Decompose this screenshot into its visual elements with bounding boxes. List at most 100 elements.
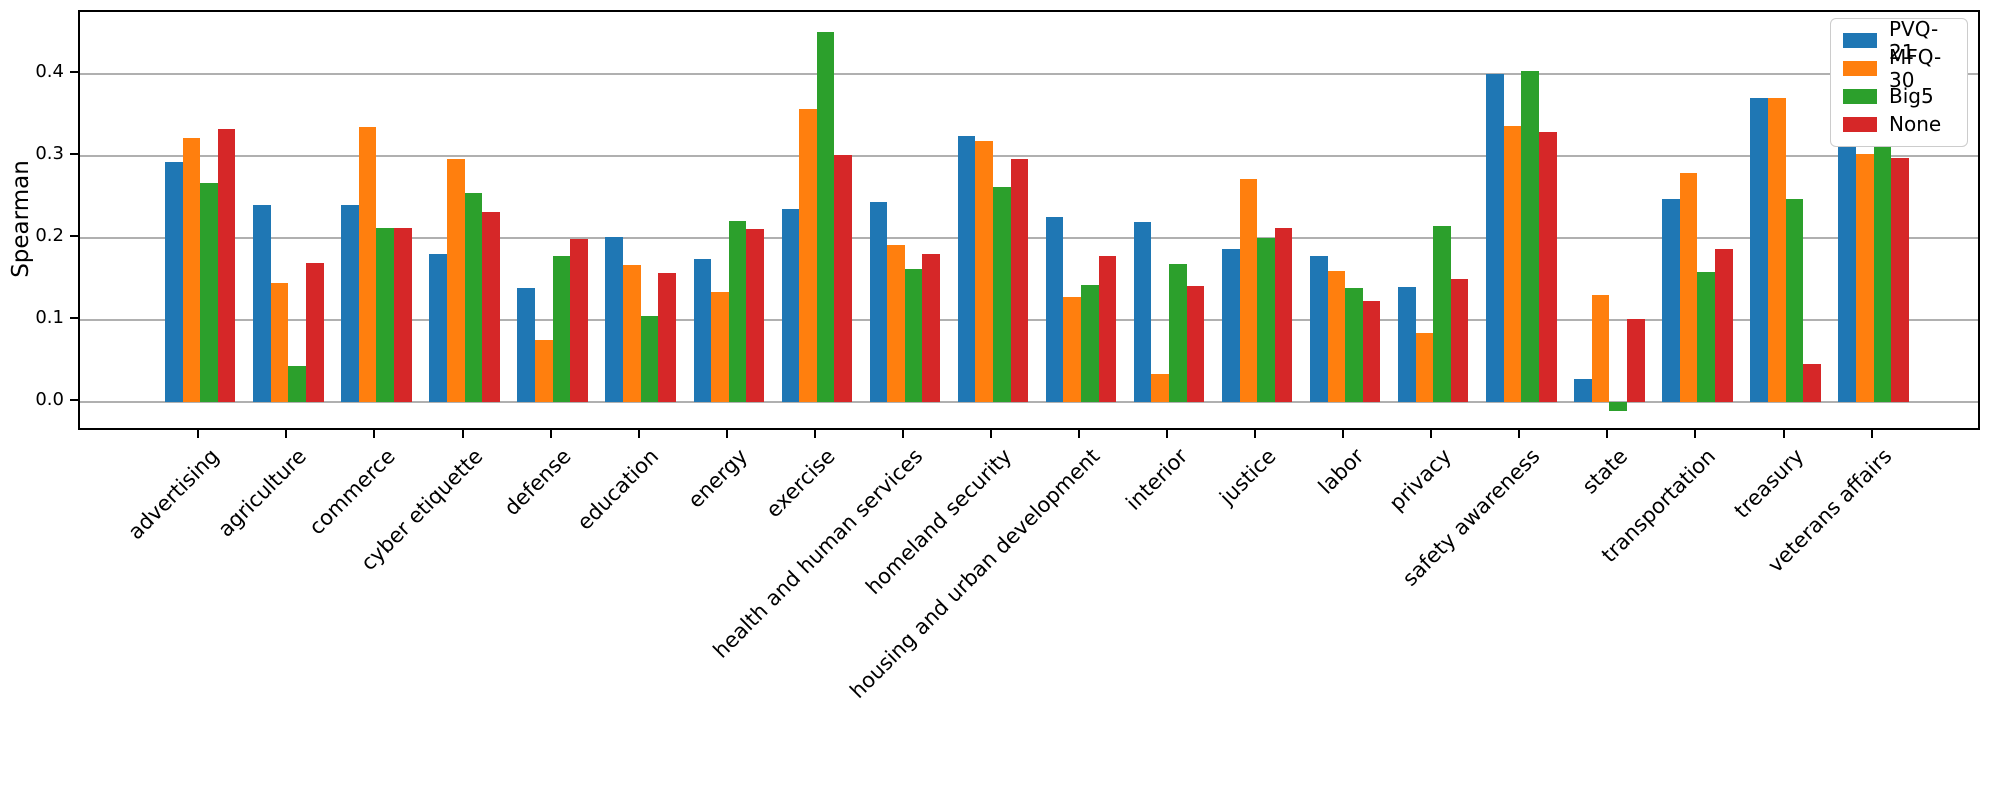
bar-mfq-30-state xyxy=(1591,294,1610,403)
gridline-y-0.0 xyxy=(80,401,1978,404)
bar-big5-transportation xyxy=(1697,271,1716,403)
legend-item-none: None xyxy=(1843,113,1955,136)
x-tick-mark xyxy=(549,430,552,438)
gridline-y-0.1 xyxy=(80,319,1978,322)
bar-none-commerce xyxy=(394,227,412,403)
bar-mfq-30-veterans-affairs xyxy=(1856,153,1874,403)
bar-none-labor xyxy=(1362,300,1381,403)
y-tick-mark xyxy=(70,153,78,156)
y-tick-mark xyxy=(70,71,78,74)
x-tick-mark xyxy=(197,430,200,438)
x-tick-mark xyxy=(1166,430,1169,438)
bar-mfq-30-health-and-human-services xyxy=(887,244,905,403)
x-tick-mark xyxy=(1782,430,1785,438)
x-tick-mark xyxy=(1694,430,1697,438)
bar-none-agriculture xyxy=(305,262,324,403)
x-tick-mark xyxy=(1870,430,1873,438)
legend-label-pvq-21: PVQ-21 xyxy=(1889,16,1939,64)
x-tick-mark xyxy=(1518,430,1521,438)
bar-pvq-21-state xyxy=(1574,378,1592,403)
x-tick-label-justice: justice xyxy=(1214,444,1281,510)
x-tick-label-state: state xyxy=(1577,444,1633,499)
bar-big5-treasury xyxy=(1785,198,1804,403)
y-tick-mark xyxy=(70,235,78,238)
x-tick-mark xyxy=(461,430,464,438)
bar-mfq-30-commerce xyxy=(358,126,377,403)
bar-mfq-30-defense xyxy=(534,340,553,403)
bar-big5-advertising xyxy=(200,183,218,403)
bar-none-defense xyxy=(570,239,588,403)
bar-big5-safety-awareness xyxy=(1521,70,1539,403)
y-tick-label: 0.3 xyxy=(35,143,64,165)
x-tick-mark xyxy=(1254,430,1257,438)
bar-pvq-21-housing-and-urban-development xyxy=(1045,216,1064,403)
x-tick-label-advertising: advertising xyxy=(123,444,224,545)
bar-big5-interior xyxy=(1169,263,1187,403)
bar-none-transportation xyxy=(1715,248,1733,403)
legend-swatch-pvq-21 xyxy=(1843,33,1877,48)
bar-pvq-21-cyber-etiquette xyxy=(429,253,447,403)
y-tick-mark xyxy=(70,317,78,320)
y-tick-label: 0.4 xyxy=(35,61,64,83)
legend-label-none: None xyxy=(1889,112,1942,136)
bar-mfq-30-homeland-security xyxy=(975,141,993,403)
legend: PVQ-21 MFQ-30 Big5 None xyxy=(1830,16,1968,147)
bar-pvq-21-justice xyxy=(1221,248,1240,403)
bar-pvq-21-veterans-affairs xyxy=(1838,119,1857,403)
bar-pvq-21-agriculture xyxy=(253,204,271,403)
x-tick-label-treasury: treasury xyxy=(1729,444,1809,523)
bar-pvq-21-education xyxy=(605,237,624,403)
bar-none-homeland-security xyxy=(1010,158,1029,403)
gridline-y-0.4 xyxy=(80,73,1978,76)
x-tick-mark xyxy=(373,430,376,438)
x-tick-mark xyxy=(1606,430,1609,438)
bar-pvq-21-defense xyxy=(517,287,535,403)
x-tick-label-labor: labor xyxy=(1313,444,1369,499)
bar-none-housing-and-urban-development xyxy=(1098,256,1117,403)
y-tick-label: 0.2 xyxy=(35,225,64,247)
legend-label-mfq-30: MFQ-30 xyxy=(1889,44,1942,92)
x-tick-mark xyxy=(725,430,728,438)
x-tick-mark xyxy=(1430,430,1433,438)
x-tick-mark xyxy=(901,430,904,438)
legend-item-mfq-30: MFQ-30 xyxy=(1843,45,1955,91)
legend-label-big5: Big5 xyxy=(1889,84,1934,108)
bar-none-safety-awareness xyxy=(1538,131,1557,403)
bar-none-interior xyxy=(1186,285,1205,403)
bar-mfq-30-safety-awareness xyxy=(1503,125,1522,403)
bar-none-advertising xyxy=(217,129,236,403)
gridline-y-0.3 xyxy=(80,155,1978,158)
bar-pvq-21-treasury xyxy=(1750,97,1768,403)
bar-pvq-21-health-and-human-services xyxy=(869,202,888,403)
x-tick-mark xyxy=(285,430,288,438)
bar-big5-veterans-affairs xyxy=(1873,137,1892,403)
bar-none-cyber-etiquette xyxy=(482,212,500,403)
y-tick-mark xyxy=(70,399,78,402)
x-tick-label-commerce: commerce xyxy=(304,444,400,540)
bar-pvq-21-transportation xyxy=(1662,198,1680,403)
gridline-y-0.2 xyxy=(80,237,1978,240)
bar-mfq-30-privacy xyxy=(1415,333,1434,403)
bar-pvq-21-exercise xyxy=(781,208,800,403)
bar-big5-justice xyxy=(1257,238,1275,403)
x-tick-mark xyxy=(1342,430,1345,438)
bar-mfq-30-justice xyxy=(1239,179,1258,403)
bar-mfq-30-advertising xyxy=(182,138,201,403)
bar-none-privacy xyxy=(1450,278,1469,403)
bar-big5-privacy xyxy=(1433,225,1451,403)
bar-mfq-30-education xyxy=(623,265,641,403)
bar-none-education xyxy=(658,272,676,403)
bar-big5-homeland-security xyxy=(992,187,1011,403)
bar-mfq-30-agriculture xyxy=(270,282,289,403)
bar-big5-agriculture xyxy=(288,366,306,403)
bar-pvq-21-energy xyxy=(693,258,712,403)
bar-pvq-21-safety-awareness xyxy=(1486,74,1504,403)
x-tick-label-agriculture: agriculture xyxy=(213,444,312,542)
bar-pvq-21-labor xyxy=(1310,255,1328,403)
bar-none-treasury xyxy=(1803,363,1821,403)
x-tick-label-interior: interior xyxy=(1121,444,1193,515)
bar-none-veterans-affairs xyxy=(1891,157,1909,403)
bar-pvq-21-advertising xyxy=(165,161,183,403)
bar-pvq-21-commerce xyxy=(341,204,359,403)
bar-pvq-21-privacy xyxy=(1398,286,1416,403)
